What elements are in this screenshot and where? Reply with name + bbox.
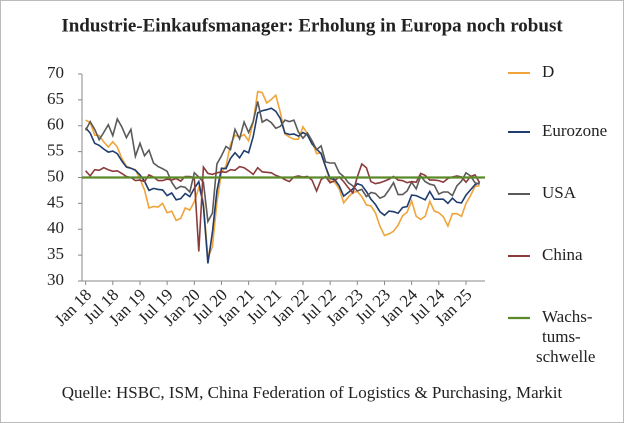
series-line (84, 101, 480, 225)
chart-title: Industrie-Einkaufsmanager: Erholung in E… (61, 15, 563, 36)
legend-label: Wachs- (542, 307, 593, 326)
legend-label: schwelle (536, 347, 595, 366)
source: Quelle: HSBC, ISM, China Federation of L… (62, 383, 563, 402)
legend-label: China (542, 245, 583, 264)
y-tick-label: 40 (47, 218, 64, 237)
legend-label: USA (542, 183, 577, 202)
legend-label: tums- (542, 327, 581, 346)
y-tick-label: 45 (47, 192, 64, 211)
y-tick-label: 70 (47, 63, 64, 82)
y-tick-label: 30 (47, 270, 64, 289)
y-tick-label: 55 (47, 141, 64, 160)
series-line (85, 107, 480, 264)
legend-label: Eurozone (542, 121, 607, 140)
y-tick-label: 60 (47, 115, 64, 134)
y-tick-label: 50 (47, 166, 64, 185)
legend-label: D (542, 62, 554, 81)
y-tick-label: 65 (47, 89, 64, 108)
y-tick-label: 35 (47, 244, 64, 263)
